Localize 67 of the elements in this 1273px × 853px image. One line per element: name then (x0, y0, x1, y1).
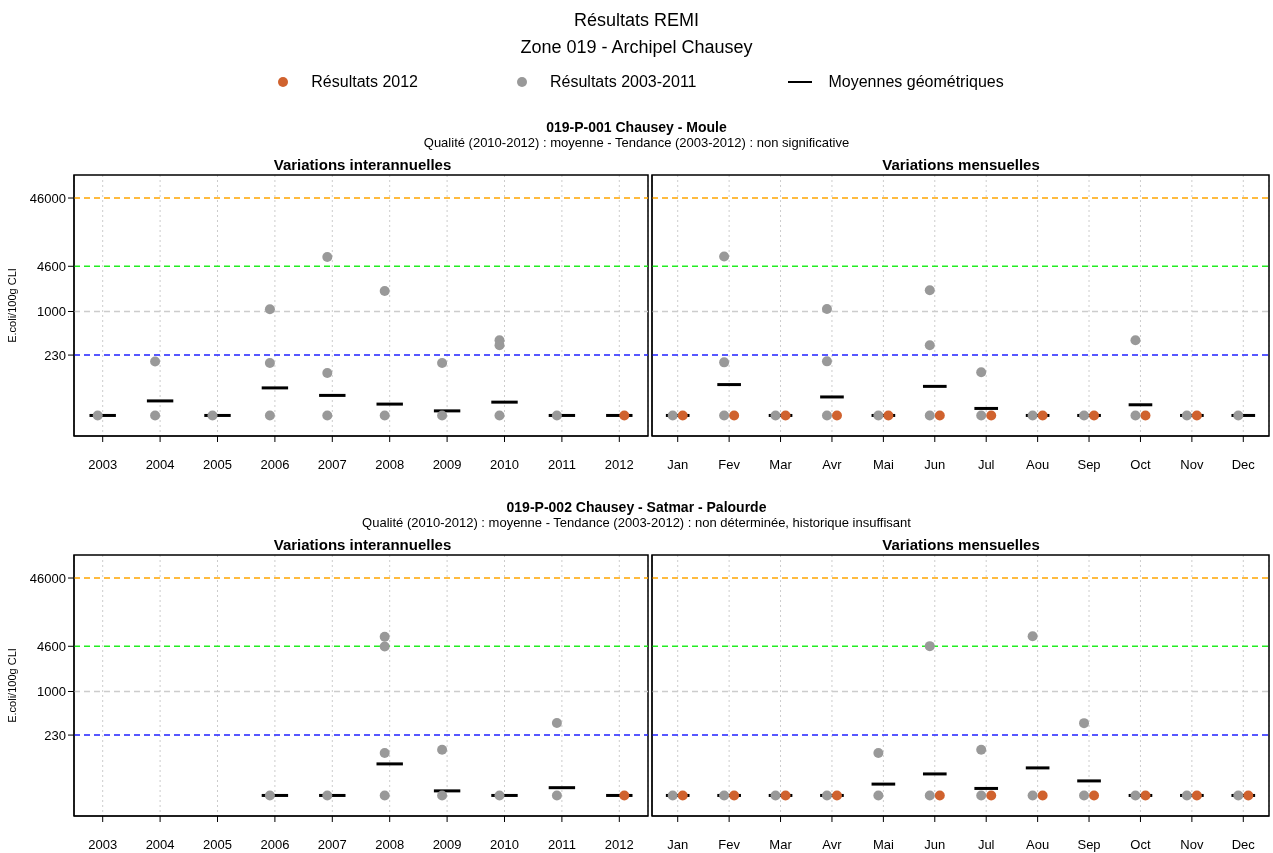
x-tick-label: 2009 (432, 837, 462, 853)
x-tick-label: Dec (1231, 457, 1256, 473)
y-tick-label: 1000 (37, 304, 66, 320)
x-tick-label: 2007 (317, 837, 347, 853)
text: Résultats REMI (572, 10, 700, 30)
x-tick-label: Oct (1130, 457, 1151, 473)
y-tick-label: 46000 (29, 570, 66, 586)
chart-title: Variations mensuelles (881, 156, 1041, 174)
y-tick-label: 4600 (37, 638, 66, 654)
x-tick-label: 2011 (547, 837, 576, 853)
x-tick-label: Aou (1026, 837, 1050, 853)
x-tick-label: 2005 (203, 457, 232, 473)
x-tick-label: 2006 (260, 837, 290, 853)
text: 019-P-001 Chausey - Moule (545, 118, 728, 137)
x-tick-label: Oct (1130, 837, 1151, 853)
x-tick-label: Sep (1077, 837, 1101, 853)
x-tick-label: Mar (769, 457, 793, 473)
chart-title: Variations interannuelles (272, 156, 453, 174)
x-tick-label: Mar (769, 837, 793, 853)
y-axis-title: E.coli/100g CLI (5, 268, 18, 343)
x-tick-label: Fev (718, 837, 741, 853)
x-tick-label: 2006 (260, 457, 290, 473)
x-tick-label: Sep (1077, 457, 1101, 473)
x-tick-label: 2005 (203, 837, 232, 853)
x-tick-label: Jan (667, 457, 689, 473)
x-tick-label: Jun (924, 457, 946, 473)
x-tick-label: Fev (718, 457, 741, 473)
x-tick-label: Nov (1180, 457, 1204, 473)
x-tick-label: Nov (1180, 837, 1204, 853)
text: 019-P-002 Chausey - Satmar - Palourde (505, 498, 768, 517)
x-tick-label: 2010 (490, 457, 519, 473)
x-tick-label: Jul (977, 837, 995, 853)
x-tick-label: 2003 (88, 837, 118, 853)
x-tick-label: 2003 (88, 457, 118, 473)
x-tick-label: Mai (872, 457, 894, 473)
chart-title: Variations interannuelles (272, 536, 453, 554)
y-axis-title: E.coli/100g CLI (5, 648, 18, 723)
y-tick-label: 230 (44, 347, 66, 363)
x-tick-label: Mai (872, 837, 894, 853)
x-tick-label: 2009 (432, 457, 462, 473)
x-tick-label: 2012 (604, 837, 634, 853)
chart-title: Variations mensuelles (881, 536, 1041, 554)
y-tick-label: 230 (44, 727, 66, 743)
x-tick-label: Dec (1231, 837, 1256, 853)
x-tick-label: 2012 (604, 457, 634, 473)
x-tick-label: Avr (822, 457, 843, 473)
x-tick-label: 2004 (145, 837, 175, 853)
legend-label: Moyennes géométriques (828, 73, 1004, 91)
y-tick-label: 46000 (29, 190, 66, 206)
x-tick-label: 2004 (145, 457, 175, 473)
x-tick-label: Avr (822, 837, 843, 853)
text: Qualité (2010-2012) : moyenne - Tendance (2003-2012) : non significative (422, 135, 851, 152)
y-tick-label: 1000 (37, 684, 66, 700)
x-tick-label: 2010 (490, 837, 519, 853)
x-tick-label: Jun (924, 837, 946, 853)
x-tick-label: Jul (977, 457, 995, 473)
y-tick-label: 4600 (37, 258, 66, 274)
x-tick-label: 2008 (375, 457, 405, 473)
x-tick-label: Aou (1026, 457, 1050, 473)
legend-label: Résultats 2012 (311, 73, 419, 91)
x-tick-label: 2008 (375, 837, 405, 853)
text: Qualité (2010-2012) : moyenne - Tendance (2003-2012) : non déterminée, historique insuffisant (361, 515, 912, 532)
x-tick-label: Jan (667, 837, 689, 853)
x-tick-label: 2007 (317, 457, 347, 473)
legend-label: Résultats 2003-2011 (550, 73, 697, 91)
text: Zone 019 - Archipel Chausey (519, 37, 754, 57)
x-tick-label: 2011 (547, 457, 576, 473)
